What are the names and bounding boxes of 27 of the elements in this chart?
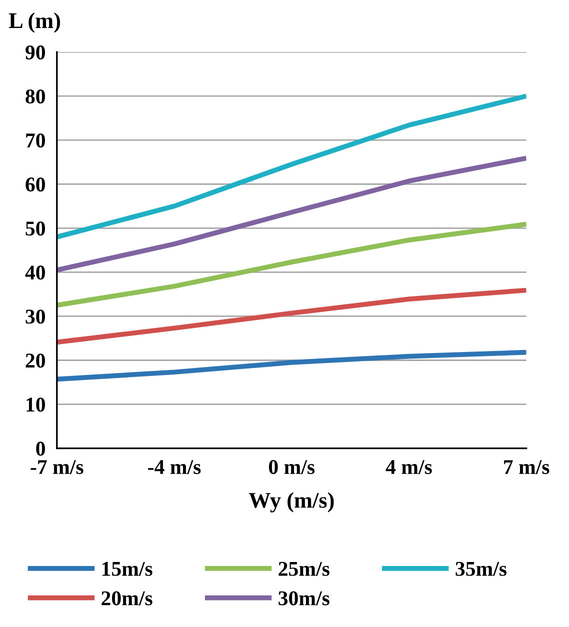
y-tick-label: 50 (26, 222, 45, 236)
y-tick-label: 90 (26, 45, 45, 60)
y-axis-title: L (m) (8, 12, 60, 33)
y-tick-label: 20 (26, 354, 45, 368)
x-tick-label: 4 m/s (386, 460, 432, 474)
y-tick-label: 0 (36, 442, 45, 456)
y-tick-label: 30 (26, 310, 45, 324)
legend-label: 20m/s (102, 591, 152, 606)
line-series (56, 156, 526, 272)
x-tick-label: -7 m/s (30, 460, 84, 474)
y-tick-label: 60 (26, 178, 45, 192)
y-tick-label: 70 (26, 133, 45, 148)
line-series (56, 288, 526, 345)
x-tick-label: -4 m/s (148, 460, 201, 474)
line-series (56, 94, 526, 240)
x-axis-title: Wy (m/s) (248, 492, 334, 512)
legend-label: 25m/s (278, 562, 330, 576)
x-tick-label: 7 m/s (504, 460, 550, 474)
y-tick-label: 80 (26, 89, 45, 104)
legend-label: 35m/s (456, 562, 507, 576)
x-tick-label: 0 m/s (268, 460, 315, 474)
y-tick-label: 40 (25, 266, 45, 280)
line-series (56, 222, 526, 308)
y-tick-label: 10 (26, 398, 45, 412)
line-series (56, 350, 526, 382)
legend-label: 15m/s (102, 562, 152, 576)
legend-label: 30m/s (278, 591, 330, 606)
